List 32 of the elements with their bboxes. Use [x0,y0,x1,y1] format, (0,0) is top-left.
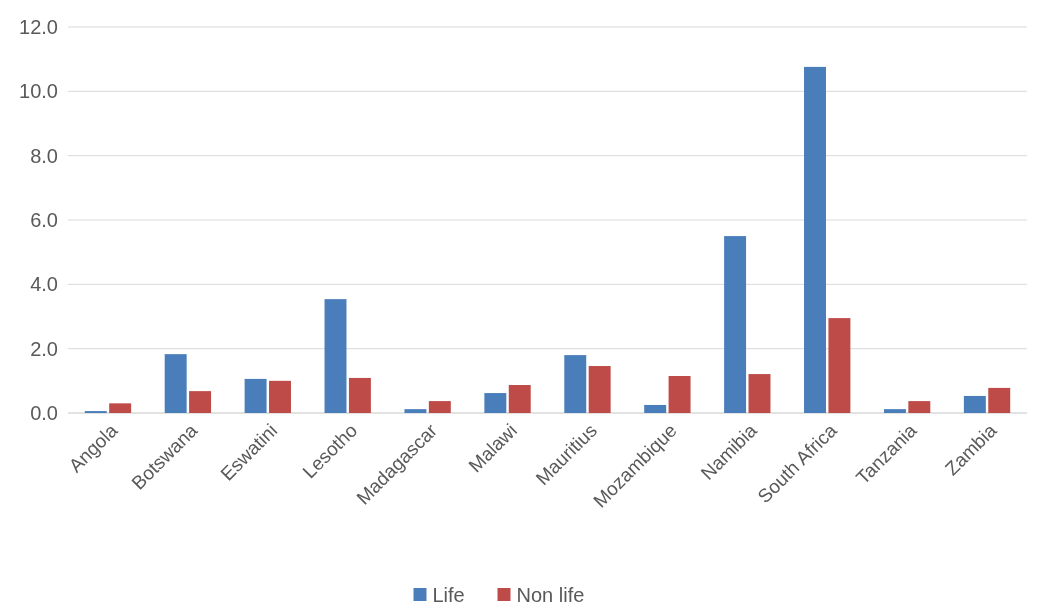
y-tick-label: 4.0 [30,273,58,296]
bar [724,236,747,413]
bar [428,401,451,413]
bar [348,377,371,413]
bar [804,66,826,413]
bar [668,376,691,413]
bar [404,409,427,413]
bar [963,395,986,413]
legend-label: Life [432,584,465,606]
bar [324,299,347,413]
bar [564,355,587,413]
y-tick-label: 2.0 [30,337,58,360]
legend-label: Non life [516,584,585,606]
y-tick-label: 10.0 [19,80,58,103]
bar [908,401,931,413]
y-tick-label: 0.0 [30,402,58,424]
bar [883,409,906,413]
bar [644,404,667,413]
y-tick-label: 12.0 [19,16,58,38]
bar [588,366,611,413]
bar [269,380,291,413]
bar [828,318,851,413]
bar [244,378,267,413]
bar [988,387,1011,413]
y-tick-label: 6.0 [30,209,58,231]
bar [164,354,187,413]
bar [484,393,507,413]
bar [508,385,531,413]
y-tick-label: 8.0 [30,144,58,167]
bar [748,374,771,413]
bar [109,403,132,413]
bar [189,391,212,413]
